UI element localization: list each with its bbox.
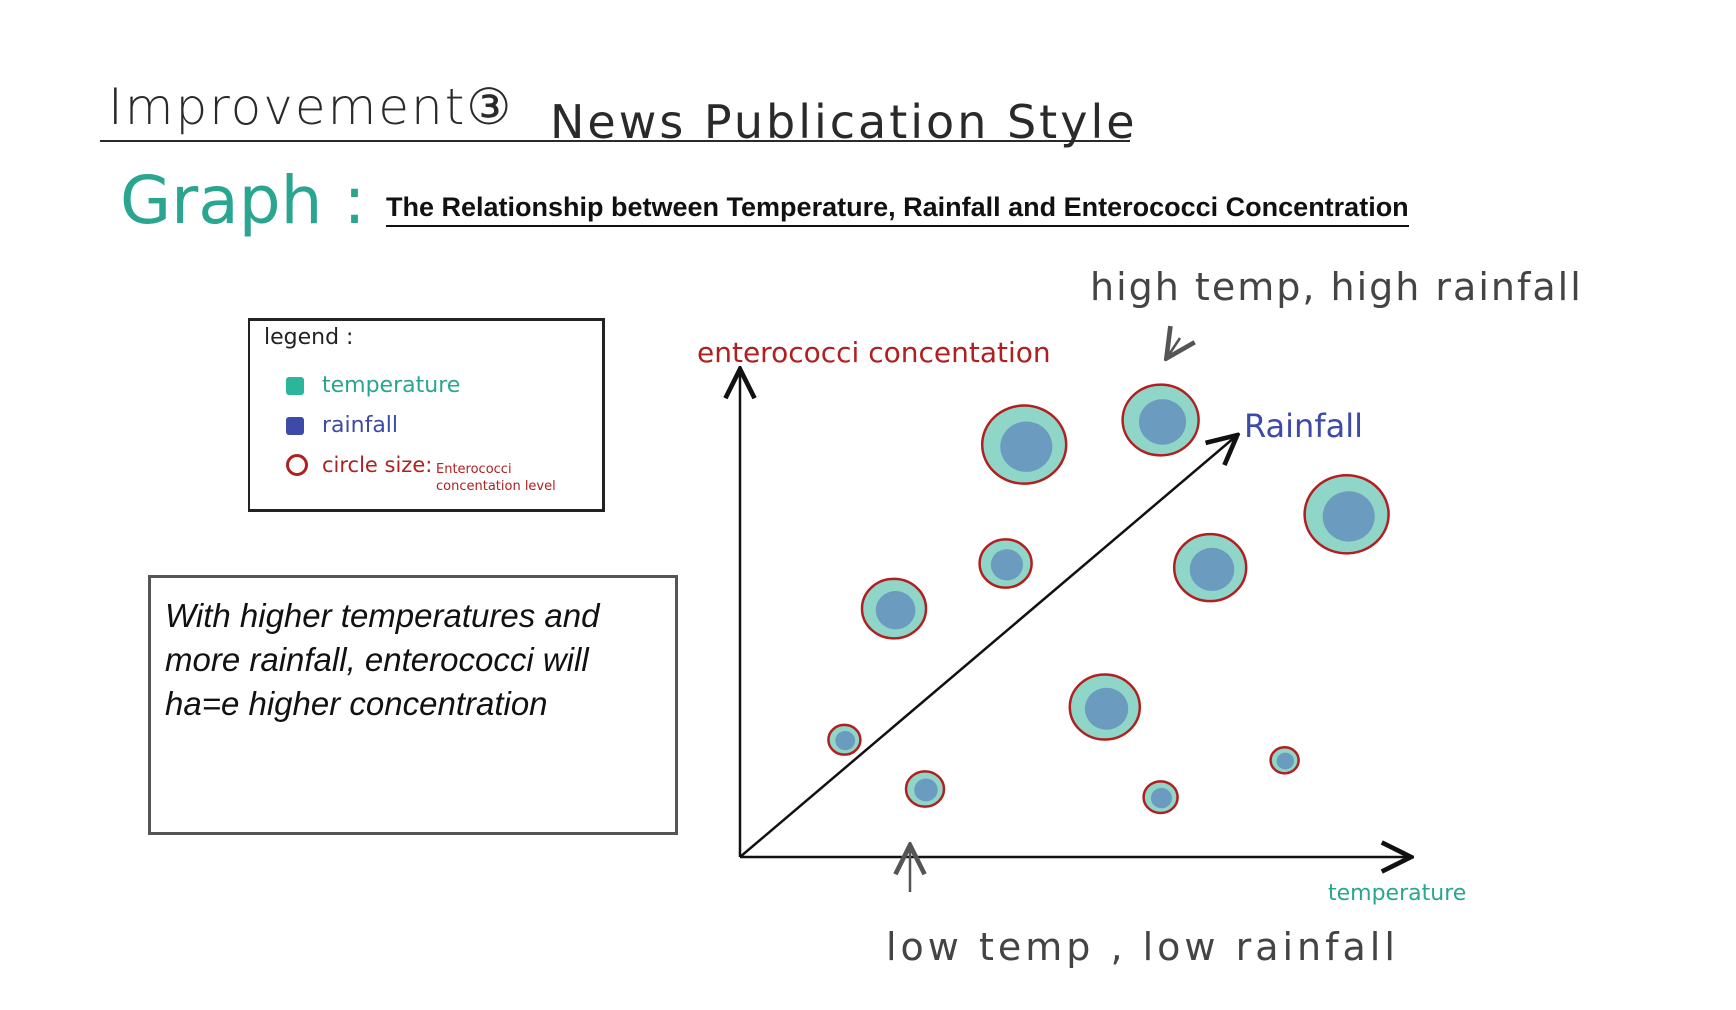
bubble-inner <box>1322 491 1375 542</box>
legend-circle-note: Enterococci concentation level <box>436 462 556 494</box>
bubble-point <box>1303 473 1390 555</box>
legend-item-circle-size: circle size: <box>286 453 432 477</box>
legend-title: legend : <box>264 325 354 350</box>
bubble-inner <box>835 731 856 751</box>
bubble-point <box>1121 383 1200 457</box>
bubble-inner <box>1138 399 1187 445</box>
graph-label: Graph : <box>120 162 366 239</box>
bubble-point <box>1068 673 1142 741</box>
legend-label-temperature: temperature <box>322 373 461 398</box>
bubble-point <box>1142 780 1179 815</box>
y-axis-label: enterococci concentation <box>697 336 1051 369</box>
legend-item-temperature: temperature <box>286 373 460 398</box>
heading-underline <box>100 140 1130 142</box>
bubble-point <box>827 723 862 756</box>
bubble-inner <box>875 591 916 630</box>
circle-size-icon <box>286 454 308 476</box>
x-axis-label: temperature <box>1328 881 1466 906</box>
bubble-inner <box>1000 421 1053 472</box>
bubble-point <box>980 404 1068 485</box>
bubble-inner <box>914 778 938 802</box>
bubble-point <box>978 538 1033 589</box>
heading-title: Improvement③ <box>108 78 514 136</box>
bubble-inner <box>1189 547 1235 592</box>
note-text: With higher temperatures and more rainfa… <box>165 597 600 722</box>
note-box: With higher temperatures and more rainfa… <box>148 575 678 835</box>
bubble-inner <box>990 549 1024 581</box>
bubble-point <box>904 770 946 808</box>
chart-title: The Relationship between Temperature, Ra… <box>386 192 1409 227</box>
bubble-inner <box>1276 752 1294 770</box>
legend: legend : temperature rainfall circle siz… <box>248 318 605 512</box>
bubble-point <box>860 577 928 640</box>
legend-label-rainfall: rainfall <box>322 413 399 438</box>
bubble-inner <box>1150 787 1172 809</box>
bubble-point <box>1269 746 1300 775</box>
bubble-inner <box>1084 687 1129 730</box>
legend-label-circle-size: circle size: <box>322 453 433 477</box>
bubble-point <box>1172 532 1248 603</box>
high-annotation-arrow <box>1168 338 1180 356</box>
high-annotation: high temp, high rainfall <box>1090 265 1583 309</box>
legend-item-rainfall: rainfall <box>286 413 398 438</box>
low-annotation: low temp , low rainfall <box>886 925 1399 969</box>
rainfall-arrow <box>739 437 1235 858</box>
temperature-swatch-icon <box>286 376 304 395</box>
diagonal-label: Rainfall <box>1244 407 1363 445</box>
rainfall-swatch-icon <box>286 416 304 435</box>
